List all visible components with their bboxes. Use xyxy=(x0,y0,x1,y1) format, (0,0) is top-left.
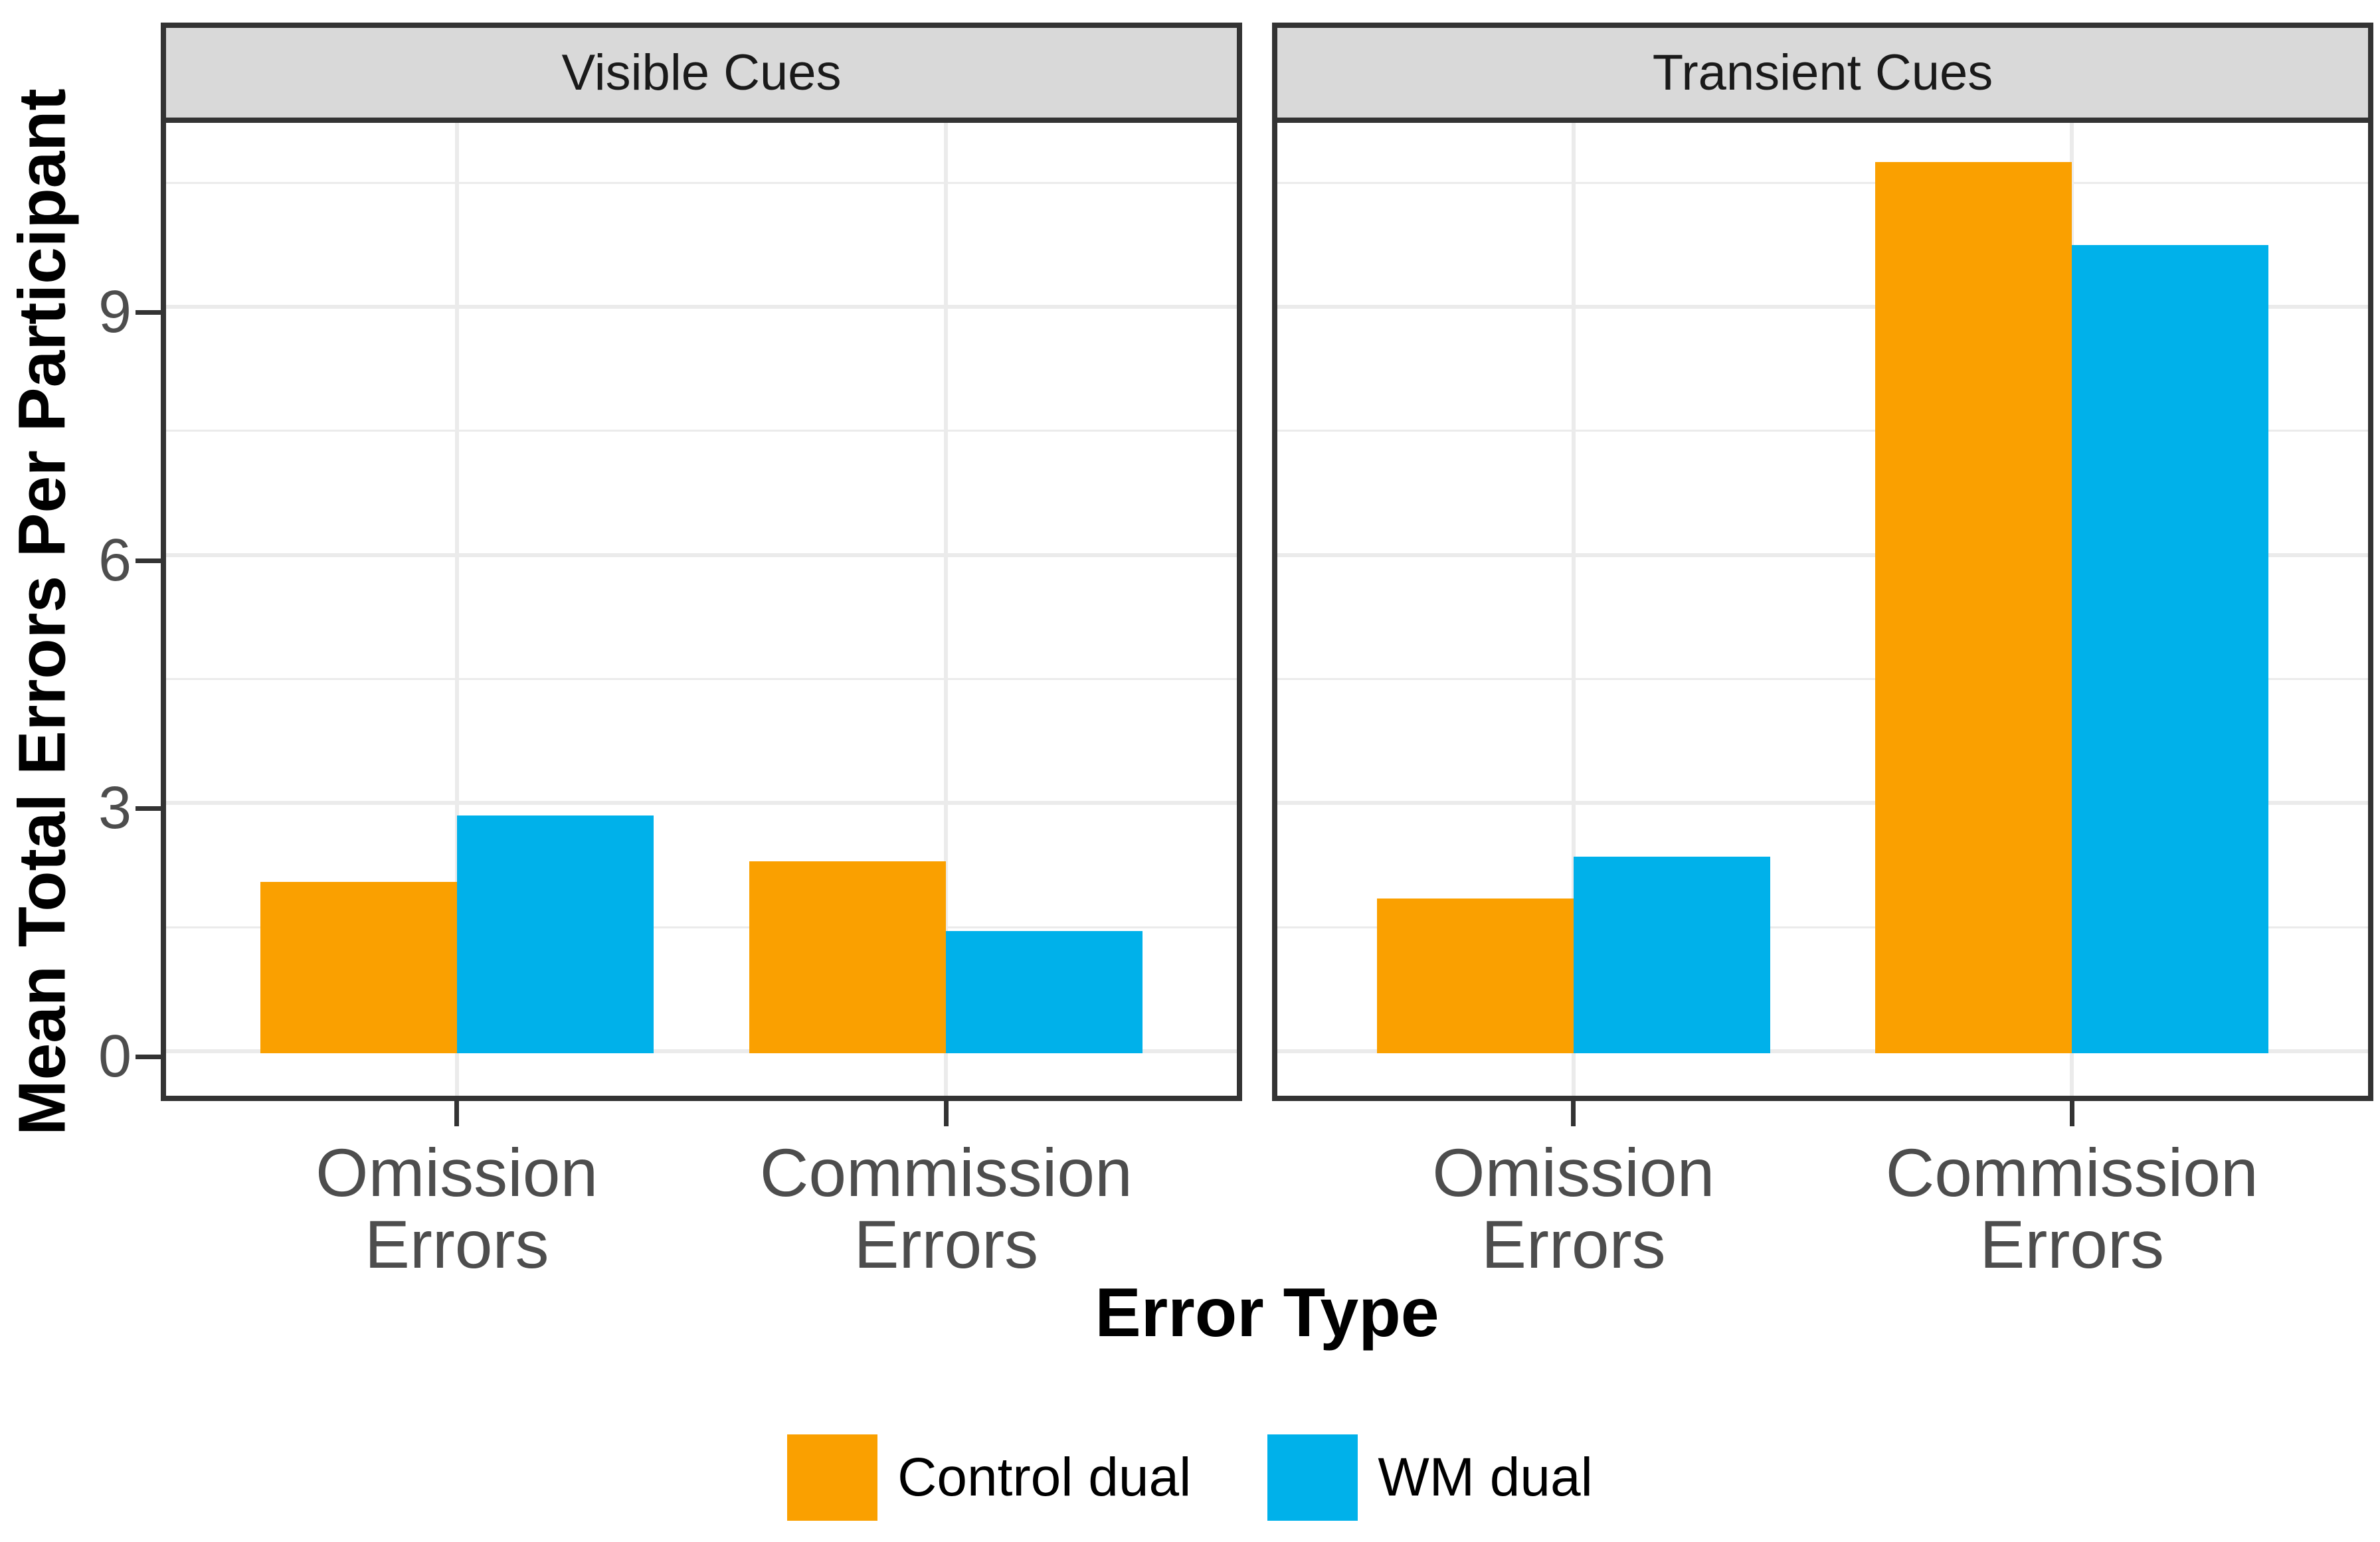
x-tick-label: Commission Errors xyxy=(1885,1135,2258,1282)
y-tick-label: 6 xyxy=(98,527,132,594)
x-axis-title: Error Type xyxy=(1095,1274,1439,1351)
x-tick-mark xyxy=(1571,1101,1576,1126)
x-tick-mark xyxy=(454,1101,460,1126)
y-tick-mark xyxy=(136,806,161,812)
x-tick-label: Commission Errors xyxy=(759,1135,1133,1282)
facet-strip: Transient Cues xyxy=(1272,23,2373,123)
bar-control-dual xyxy=(1875,161,2072,1054)
x-tick-mark xyxy=(943,1101,949,1126)
legend-label: WM dual xyxy=(1378,1447,1593,1507)
legend-key-wm-dual xyxy=(1267,1434,1358,1521)
facet-strip-label: Visible Cues xyxy=(561,44,842,101)
major-gridline-vertical xyxy=(454,123,459,1096)
major-gridline xyxy=(1277,304,2368,309)
major-gridline xyxy=(166,1049,1237,1054)
minor-gridline xyxy=(1277,181,2368,184)
legend-label: Control dual xyxy=(897,1447,1192,1507)
y-tick-label: 3 xyxy=(98,775,132,842)
facet-strip-label: Transient Cues xyxy=(1652,44,1993,101)
minor-gridline xyxy=(166,181,1237,184)
major-gridline xyxy=(166,304,1237,309)
y-tick-mark xyxy=(136,1055,161,1060)
major-gridline xyxy=(1277,1049,2368,1054)
bar-wm-dual xyxy=(1573,857,1770,1054)
major-gridline-vertical xyxy=(1571,123,1576,1096)
bar-control-dual xyxy=(1376,898,1574,1054)
y-tick-label: 9 xyxy=(98,278,132,345)
minor-gridline xyxy=(1277,677,2368,680)
x-tick-label: Omission Errors xyxy=(1432,1135,1715,1282)
minor-gridline xyxy=(1277,430,2368,432)
x-tick-label: Omission Errors xyxy=(316,1135,598,1282)
bar-control-dual xyxy=(260,881,457,1054)
minor-gridline xyxy=(166,430,1237,432)
y-axis-title: Mean Total Errors Per Participant xyxy=(5,88,80,1136)
y-tick-mark xyxy=(136,558,161,563)
minor-gridline xyxy=(1277,926,2368,928)
bar-wm-dual xyxy=(2072,244,2269,1054)
bar-wm-dual xyxy=(456,815,654,1054)
major-gridline xyxy=(1277,553,2368,557)
bar-wm-dual xyxy=(946,931,1143,1054)
major-gridline xyxy=(166,801,1237,806)
legend: Control dual WM dual xyxy=(0,1428,2380,1527)
legend-key-control-dual xyxy=(787,1434,878,1521)
facet-strip: Visible Cues xyxy=(161,23,1242,123)
x-tick-mark xyxy=(2069,1101,2074,1126)
minor-gridline xyxy=(166,677,1237,680)
major-gridline xyxy=(166,553,1237,557)
major-gridline-vertical xyxy=(944,123,949,1096)
y-tick-label: 0 xyxy=(98,1023,132,1090)
y-tick-mark xyxy=(136,309,161,315)
plot-panel xyxy=(161,123,1242,1101)
minor-gridline xyxy=(166,926,1237,928)
plot-panel xyxy=(1272,123,2373,1101)
bar-control-dual xyxy=(749,861,947,1054)
major-gridline xyxy=(1277,801,2368,806)
